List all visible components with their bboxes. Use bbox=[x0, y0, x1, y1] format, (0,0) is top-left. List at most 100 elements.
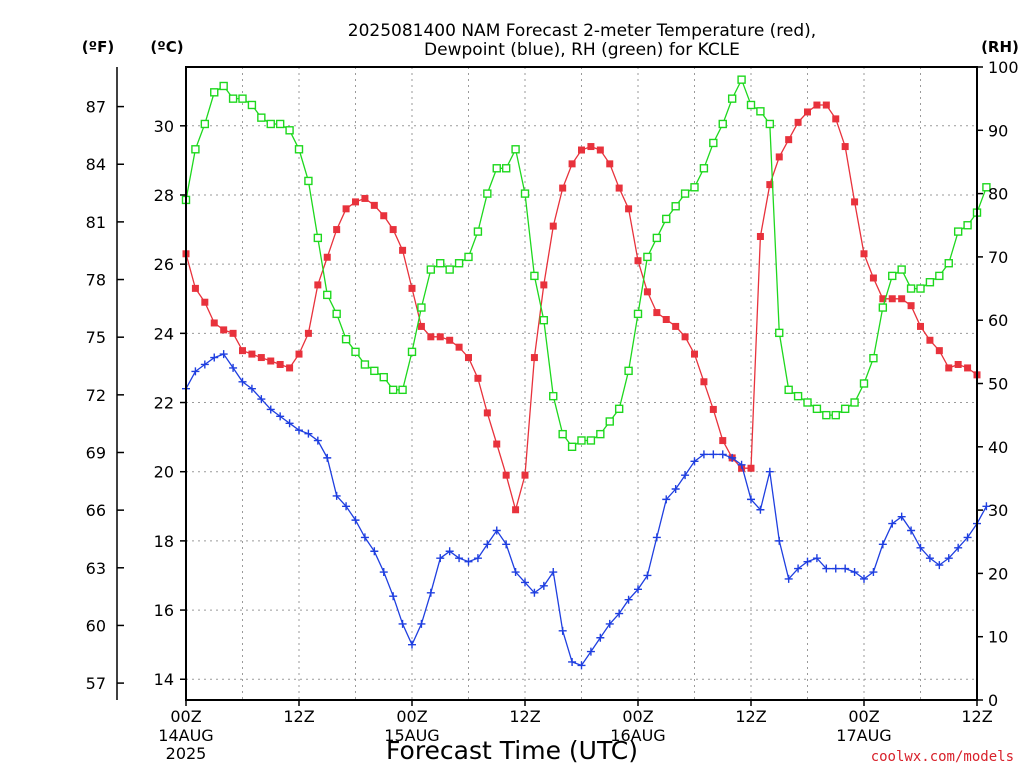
rh-point bbox=[473, 227, 483, 236]
dewpoint-point bbox=[850, 568, 859, 577]
rh-point bbox=[370, 366, 379, 376]
dewpoint-point bbox=[370, 547, 379, 556]
x-tick-label: 12Z bbox=[961, 707, 992, 726]
x-date-label: 17AUG bbox=[836, 726, 891, 745]
rh-point bbox=[257, 113, 266, 122]
fahrenheit-tick-label: 66 bbox=[86, 501, 106, 520]
temperature-point bbox=[210, 319, 218, 327]
rh-point bbox=[906, 284, 916, 293]
celsius-unit-label: (ºC) bbox=[150, 38, 183, 56]
dewpoint-point bbox=[408, 640, 416, 649]
rh-line bbox=[185, 78, 988, 448]
temperature-point bbox=[333, 226, 341, 234]
rh-point bbox=[275, 119, 285, 129]
temperature-point bbox=[653, 309, 661, 317]
rh-point bbox=[313, 233, 323, 243]
fahrenheit-tick-label: 81 bbox=[86, 213, 106, 232]
temperature-point bbox=[389, 226, 397, 234]
rh-point bbox=[822, 410, 831, 420]
rh-unit-label: (RH) bbox=[981, 38, 1019, 56]
rh-point bbox=[699, 164, 709, 173]
rh-point bbox=[878, 303, 888, 312]
rh-point bbox=[388, 385, 398, 395]
temperature-point bbox=[380, 212, 388, 220]
temperature-point bbox=[851, 198, 859, 206]
temperature-point bbox=[286, 364, 294, 372]
temperature-point bbox=[257, 354, 265, 362]
temperature-point bbox=[549, 222, 557, 230]
temperature-point bbox=[926, 336, 934, 344]
rh-point bbox=[407, 347, 417, 357]
temperature-point bbox=[229, 329, 237, 337]
dewpoint-point bbox=[982, 502, 991, 511]
x-tick-label: 00Z bbox=[622, 707, 653, 726]
rh-tick-label: 60 bbox=[988, 311, 1008, 330]
rh-point bbox=[341, 334, 351, 344]
temperature-point bbox=[954, 360, 962, 368]
dewpoint-point bbox=[210, 353, 219, 362]
temperature-point bbox=[370, 201, 378, 209]
dewpoint-point bbox=[728, 453, 737, 462]
temperature-point bbox=[465, 354, 472, 362]
temperature-point bbox=[804, 108, 811, 116]
rh-point bbox=[690, 183, 699, 192]
rh-point bbox=[539, 316, 549, 325]
temperature-point bbox=[917, 322, 924, 330]
rh-point bbox=[775, 328, 784, 338]
temperature-point bbox=[267, 357, 275, 365]
dewpoint-point bbox=[521, 578, 529, 587]
rh-point bbox=[718, 119, 727, 129]
rh-point bbox=[426, 265, 436, 274]
temperature-point bbox=[832, 115, 840, 123]
rh-point bbox=[483, 189, 492, 198]
dewpoint-point bbox=[690, 457, 699, 466]
x-tick-label: 00Z bbox=[170, 707, 201, 726]
dewpoint-point bbox=[229, 363, 238, 372]
temperature-point bbox=[361, 194, 369, 202]
rh-point bbox=[784, 385, 793, 395]
temperature-point bbox=[869, 274, 877, 282]
temperature-point bbox=[304, 329, 312, 337]
temperature-point bbox=[907, 302, 915, 310]
temperature-point bbox=[879, 295, 887, 303]
dewpoint-point bbox=[916, 543, 925, 552]
fahrenheit-tick-label: 84 bbox=[86, 155, 106, 174]
temperature-point bbox=[766, 181, 774, 189]
dewpoint-point bbox=[360, 533, 369, 542]
rh-tick-label: 90 bbox=[988, 121, 1008, 140]
dewpoint-point bbox=[878, 540, 887, 549]
dewpoint-point bbox=[464, 557, 473, 566]
dewpoint-point bbox=[502, 540, 511, 549]
temperature-point bbox=[436, 333, 444, 341]
rh-point bbox=[501, 164, 511, 173]
rh-point bbox=[228, 94, 238, 103]
rh-tick-label: 40 bbox=[988, 438, 1008, 457]
dewpoint-point bbox=[841, 564, 850, 573]
temperature-point bbox=[935, 347, 943, 355]
rh-point bbox=[266, 119, 275, 129]
temperature-point bbox=[813, 101, 821, 109]
celsius-tick-label: 20 bbox=[154, 463, 174, 482]
temperature-point bbox=[775, 153, 783, 161]
rh-point bbox=[210, 88, 219, 97]
rh-point bbox=[916, 284, 925, 293]
rh-point bbox=[454, 259, 464, 268]
temperature-point bbox=[502, 471, 510, 479]
dewpoint-point bbox=[238, 377, 247, 386]
dewpoint-point bbox=[605, 619, 614, 628]
dewpoint-point bbox=[784, 574, 793, 583]
dewpoint-point bbox=[888, 519, 897, 528]
temperature-point bbox=[559, 184, 567, 192]
temperature-point bbox=[700, 378, 708, 386]
dewpoint-point bbox=[775, 536, 784, 545]
rh-point bbox=[492, 164, 501, 173]
dewpoint-point bbox=[313, 436, 322, 445]
dewpoint-point bbox=[511, 568, 520, 577]
temperature-point bbox=[323, 253, 331, 261]
dewpoint-point bbox=[483, 540, 492, 549]
x-tick-label: 12Z bbox=[735, 707, 766, 726]
fahrenheit-tick-label: 87 bbox=[86, 98, 106, 117]
rh-point bbox=[944, 259, 953, 268]
dewpoint-point bbox=[332, 491, 341, 500]
